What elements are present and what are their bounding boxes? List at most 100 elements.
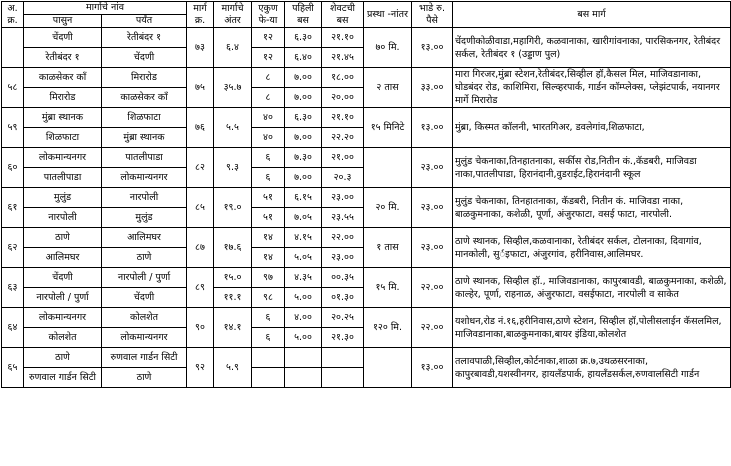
- to-header: पर्यंत: [101, 14, 187, 28]
- first-bus: ७.००: [284, 127, 322, 148]
- last-bus: ०१.३०: [321, 287, 364, 308]
- first-bus: [284, 367, 322, 388]
- interval: १२० मि.: [363, 307, 412, 348]
- fare: २३.००: [411, 187, 453, 228]
- to: लोकमान्यनगर: [101, 167, 187, 188]
- trips: १४: [251, 247, 285, 268]
- trips: ९८: [251, 287, 285, 308]
- from: मुंब्रा स्थानक: [23, 107, 102, 128]
- interval: ७० मि.: [363, 27, 412, 68]
- from: लोकमान्यनगर: [23, 147, 102, 168]
- last-bus: २३.५५: [321, 207, 364, 228]
- to: मिरारोड: [101, 67, 187, 88]
- route-no: ८७: [186, 227, 214, 268]
- route-no: ९२: [186, 347, 214, 388]
- route-path: मारा गिरजर,मुंब्रा स्टेशन,रेतीबंदर,सिव्ह…: [452, 67, 731, 108]
- distance: ५.५: [213, 107, 252, 148]
- table-body: चेंदणी रेतीबंदर १ ७३ ६.४ १२ ६.३० २१.१० ७० मि. १३…: [1, 27, 731, 388]
- from: मिरारोड: [23, 87, 102, 108]
- to: ठाणे: [101, 247, 187, 268]
- trips: ६: [251, 327, 285, 348]
- serial: ६४: [1, 307, 24, 348]
- trips: ८: [251, 67, 285, 88]
- fare: ३३.००: [411, 67, 453, 108]
- route-row: ६१ मुलुंड नारपोली ८५ १९.० ५१ ६.१५ २३.०० २० मि. २३…: [1, 187, 731, 228]
- route-row: शिळफाटा मुंब्रा स्थानक ४० ७.०० २२.२०: [2, 127, 731, 148]
- from: नारपोली / पुर्णा: [23, 287, 102, 308]
- from: कोलशेत: [23, 327, 102, 348]
- from: नारपोली: [23, 207, 102, 228]
- route-no-header: मार्ग क्र.: [186, 1, 214, 28]
- first-bus: ७.००: [284, 87, 322, 108]
- fare: १३.००: [411, 107, 453, 148]
- bus-route-table: अ. क्र. मार्गाचे नांव मार्ग क्र. मार्गाच…: [1, 1, 731, 388]
- from: मुलुंड: [23, 187, 102, 208]
- distance-header: मार्गाचे अंतर: [213, 1, 252, 28]
- first-bus: ७.००: [284, 67, 322, 88]
- to: पातलीपाडा: [101, 147, 187, 168]
- first-bus: ६.३०: [284, 107, 322, 128]
- last-bus: २१.००: [321, 147, 364, 168]
- route-row: ५८ काळसेकर कॉं मिरारोड ७५ ३५.७ ८ ७.०० १८.०० २ ता…: [1, 67, 731, 108]
- trips: ५१: [251, 187, 285, 208]
- from: शिळफाटा: [23, 127, 102, 148]
- to: रेतीबंदर १: [101, 27, 187, 48]
- route-path: मुलुंड चेकनाका, तिनहातनाका, कॅडबरी, निती…: [452, 187, 731, 228]
- interval: १५ मिनिटे: [363, 107, 412, 148]
- trips: १४: [251, 227, 285, 248]
- to: रुणवाल गार्डन सिटी: [101, 347, 187, 368]
- route-no: ७३: [186, 27, 214, 68]
- trips: [251, 347, 285, 368]
- interval: २ तास: [363, 67, 412, 108]
- distance: ६.४: [213, 27, 252, 68]
- last-bus: [321, 367, 364, 388]
- serial: ६३: [1, 267, 24, 308]
- fare-header: भाडे रु. पैसे: [411, 1, 453, 28]
- route-path: ठाणे स्थानक, सिव्हील हॉ., माजिवडानाका, क…: [452, 267, 731, 308]
- from: ठाणे: [23, 347, 102, 368]
- route-no: ८२: [186, 147, 214, 188]
- from: रेतीबंदर १: [23, 47, 102, 68]
- first-bus: ४.३५: [284, 267, 322, 288]
- distance: १९.०: [213, 187, 252, 228]
- to: आलिमघर: [101, 227, 187, 248]
- last-bus: १८.००: [321, 67, 364, 88]
- route-row: चेंदणी रेतीबंदर १ ७३ ६.४ १२ ६.३० २१.१० ७० मि. १३…: [1, 27, 731, 68]
- last-bus: २२.००: [321, 227, 364, 248]
- last-bus: २१.१०: [321, 107, 364, 128]
- from: काळसेकर कॉं: [23, 67, 102, 88]
- first-bus: ४.००: [284, 307, 322, 328]
- trips: ४०: [251, 127, 285, 148]
- first-bus: ५.००: [284, 327, 322, 348]
- route-row: नारपोली मुलुंड ५१ ७.०५ २३.५५: [2, 207, 731, 228]
- fare: १३.००: [411, 27, 453, 68]
- serial: ५८: [1, 67, 24, 108]
- to: चेंदणी: [101, 47, 187, 68]
- last-bus: २२.२०: [321, 127, 364, 148]
- route-path: चेंदणीकोळीवाडा,महागिरी, कळवानाका, खारीगा…: [452, 27, 731, 68]
- route-path: मुंब्रा, किस्मत कॉलनी, भारतगिअर, डवलेगां…: [452, 107, 731, 148]
- last-bus: २१.४५: [321, 47, 364, 68]
- to: नारपोली: [101, 187, 187, 208]
- trips: १२: [251, 27, 285, 48]
- from: पातलीपाडा: [23, 167, 102, 188]
- route-no: ९०: [186, 307, 214, 348]
- last-bus: [321, 347, 364, 368]
- trips: १२: [251, 47, 285, 68]
- route-path: मुलुंड चेकनाका,तिनहातनाका, सर्कीस रोड,नि…: [452, 147, 731, 188]
- route-row: ६० लोकमान्यनगर पातलीपाडा ८२ ९.३ ६ ७.३० २१.०० २३.…: [1, 147, 731, 188]
- route-path: ठाणे स्थानक, सिव्हील,कळवानाका, रेतीबंदर …: [452, 227, 731, 268]
- distance: १५.०: [213, 267, 252, 288]
- from: रुणवाल गार्डन सिटी: [23, 367, 102, 388]
- serial: [1, 27, 24, 68]
- serial: ६५: [1, 347, 24, 388]
- to: चेंदणी: [101, 287, 187, 308]
- to: शिळफाटा: [101, 107, 187, 128]
- interval: [363, 347, 412, 388]
- to: कोलशेत: [101, 307, 187, 328]
- route-name-header: मार्गाचे नांव: [23, 1, 187, 15]
- distance: १७.६: [213, 227, 252, 268]
- distance: ५.९: [213, 347, 252, 388]
- first-bus: ६.४०: [284, 47, 322, 68]
